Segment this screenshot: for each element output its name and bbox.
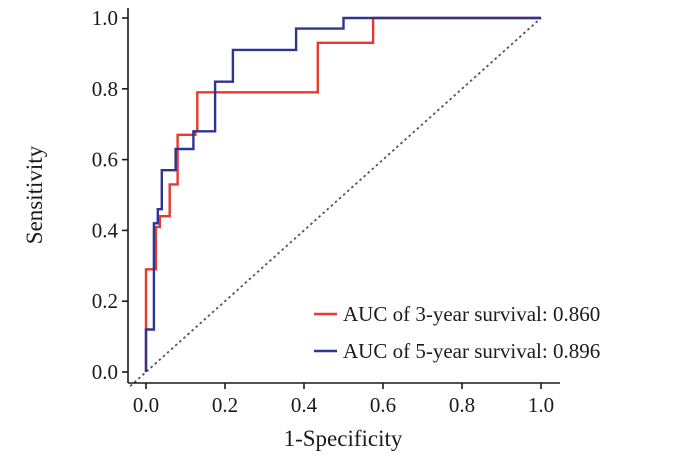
x-tick-label: 0.8 bbox=[449, 393, 475, 417]
reference-diagonal-line bbox=[129, 17, 542, 387]
y-axis-title: Sensitivity bbox=[22, 145, 47, 244]
x-axis-title: 1-Specificity bbox=[284, 426, 403, 451]
x-tick-label: 0.4 bbox=[291, 393, 318, 417]
y-tick-label: 0.6 bbox=[92, 148, 118, 172]
roc-series-3-year-line bbox=[144, 16, 541, 372]
y-tick-label: 1.0 bbox=[92, 6, 118, 30]
x-tick-label: 0.0 bbox=[133, 393, 159, 417]
x-tick-label: 1.0 bbox=[528, 393, 554, 417]
y-tick-label: 0.2 bbox=[92, 289, 118, 313]
roc-series-5-year-line bbox=[144, 16, 541, 372]
y-tick-label: 0.4 bbox=[92, 218, 119, 242]
legend: AUC of 3-year survival: 0.860 AUC of 5-ye… bbox=[314, 302, 600, 363]
x-tick-label: 0.6 bbox=[370, 393, 396, 417]
y-tick-label: 0.0 bbox=[92, 360, 118, 384]
legend-label-5-year: AUC of 5-year survival: 0.896 bbox=[343, 339, 600, 363]
legend-label-3-year: AUC of 3-year survival: 0.860 bbox=[343, 302, 600, 326]
axes: 0.0 0.2 0.4 0.6 0.8 1.0 0.0 0.2 0.4 0.6 0.8 1.0 1-Sp… bbox=[22, 6, 560, 451]
x-tick-label: 0.2 bbox=[212, 393, 238, 417]
plot-area bbox=[129, 16, 542, 387]
y-tick-label: 0.8 bbox=[92, 77, 118, 101]
